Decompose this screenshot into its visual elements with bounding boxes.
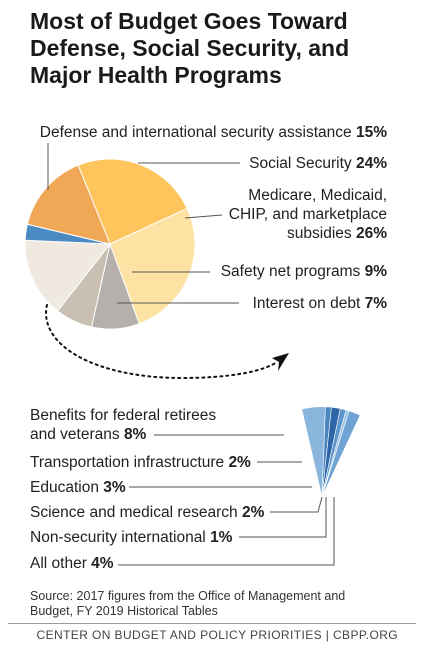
footer-credit: CENTER ON BUDGET AND POLICY PRIORITIES |… xyxy=(36,628,398,642)
detail-wedge-chart xyxy=(273,407,412,498)
leader-line xyxy=(184,214,223,219)
arrowhead-icon xyxy=(272,353,289,371)
pie-slice-social-security xyxy=(77,158,188,245)
detail-label-all-other: All other 4% xyxy=(30,555,114,572)
detail-label-transportation-infrastructure: Transportation infrastructure 2% xyxy=(30,454,251,471)
connector-arrow xyxy=(45,304,278,380)
detail-label-education: Education 3% xyxy=(30,479,126,496)
source-note: Source: 2017 figures from the Office of … xyxy=(30,589,346,618)
detail-label-benefits-for-federal-retirees-and-veterans: Benefits for federal retirees and veteran… xyxy=(30,407,216,443)
detail-label-science-and-medical-research: Science and medical research 2% xyxy=(30,504,265,521)
footer-divider xyxy=(8,623,416,624)
label-defense-and-international-security-assistance: Defense and international security assis… xyxy=(40,124,387,141)
detail-label-non-security-international: Non-security international 1% xyxy=(30,529,233,546)
pie-slice-all-other xyxy=(24,239,111,312)
leader-line xyxy=(118,497,335,566)
leader-line xyxy=(270,496,323,513)
label-medicare-medicaid-chip-and-marketplace-subsidies: Medicare, Medicaid, CHIP, and marketplace… xyxy=(229,187,387,242)
main-pie xyxy=(24,158,196,330)
pie-slice-medicare-medicaid-chip-and-marketplace-subsidies xyxy=(109,207,196,325)
chart-title: Most of Budget Goes Toward Defense, Soci… xyxy=(30,8,350,88)
slice-labels: Defense and international security assis… xyxy=(30,124,387,572)
label-social-security: Social Security 24% xyxy=(249,155,387,172)
leader-lines xyxy=(47,143,335,566)
label-interest-on-debt: Interest on debt 7% xyxy=(253,295,388,312)
leader-line xyxy=(239,497,327,538)
label-safety-net-programs: Safety net programs 9% xyxy=(221,263,387,280)
detail-slice-benefits-for-federal-retirees-and-veterans xyxy=(273,407,331,498)
detail-slice-all-other xyxy=(321,407,412,498)
pie-slice-defense-and-international-security-assistance xyxy=(26,164,111,245)
